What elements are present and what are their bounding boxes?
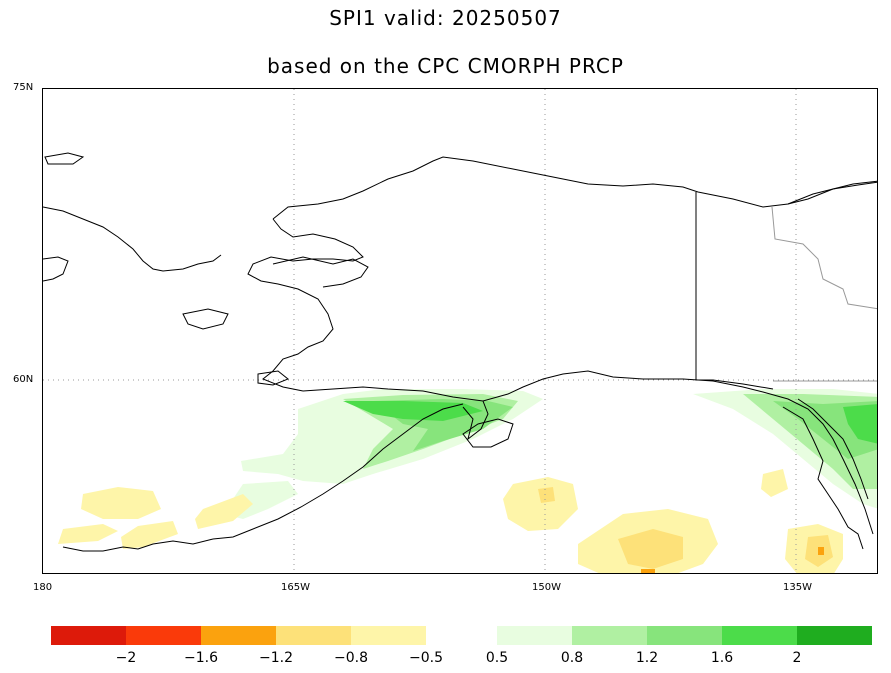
colorbar-wet-label-4: 2	[792, 650, 802, 666]
spi-wet-max-area-kenai	[343, 401, 483, 421]
colorbar-wet-label-0: 0.5	[485, 650, 509, 666]
chukotka-coast-2	[43, 256, 69, 282]
alaska-north-coast	[272, 156, 877, 220]
colorbar-dry-swatch-3	[276, 626, 351, 645]
southeast-islands	[782, 406, 864, 550]
political-borders	[695, 192, 877, 390]
spi-dry-area-aleutian-west	[58, 524, 118, 544]
southeast-islands-2	[797, 398, 869, 500]
coastlines	[43, 152, 877, 552]
alaska-south-coast	[302, 370, 874, 535]
spi-dry-area-aleutian-east	[195, 494, 253, 529]
map-panel	[42, 88, 878, 574]
map-title: SPI1 valid: 20250507	[329, 6, 562, 30]
gridlines	[43, 89, 877, 573]
colorbar-wet-label-1: 0.8	[560, 650, 584, 666]
colorbar-dry-label-2: −1.2	[259, 650, 293, 666]
colorbar-wet-swatch-1	[572, 626, 647, 645]
alaska-interior-west	[272, 256, 369, 288]
lat-label-60n: 60N	[13, 374, 34, 385]
lon-label-180: 180	[33, 582, 53, 593]
colorbar-dry-swatch-2	[201, 626, 276, 645]
spi-wet-max-area-panhandle	[843, 404, 877, 444]
colorbar-wet-label-2: 1.2	[635, 650, 659, 666]
spi-dry-area-gulf-north	[503, 477, 578, 531]
colorbar-wet-swatch-2	[647, 626, 722, 645]
aleutian-islands	[62, 538, 214, 552]
lon-label-135w: 135W	[783, 582, 812, 593]
spi-dry-area-west	[81, 487, 161, 519]
kenai-coast	[462, 400, 489, 441]
canada-arctic-coast	[787, 180, 877, 205]
st-lawrence-island	[182, 308, 229, 330]
colorbar-wet-swatch-0	[497, 626, 572, 645]
wrangel-island	[44, 152, 85, 165]
spi-shading-layer	[58, 389, 877, 573]
lon-label-150w: 150W	[532, 582, 561, 593]
colorbar-dry-swatch-4	[351, 626, 426, 645]
colorbar-dry-label-3: −0.8	[334, 650, 368, 666]
colorbar-wet-swatch-4	[797, 626, 872, 645]
map-subtitle: based on the CPC CMORPH PRCP	[267, 54, 624, 78]
lat-label-75n: 75N	[13, 82, 34, 93]
colorbar-wet-label-3: 1.6	[710, 650, 734, 666]
lon-label-165w: 165W	[281, 582, 310, 593]
colorbar-dry-label-1: −1.6	[184, 650, 218, 666]
alaska-west-coast	[247, 218, 364, 392]
colorbar-dry-label-4: −0.5	[409, 650, 443, 666]
alaska-canada-border	[695, 192, 774, 390]
colorbar-dry-swatch-0	[51, 626, 126, 645]
spi-dry-mid-area-gulf-north	[538, 487, 555, 503]
spi-dry-strong-spot-southeast	[818, 547, 824, 555]
spi-dry-mid-area-gulf	[618, 529, 683, 569]
colorbar-dry-swatch-1	[126, 626, 201, 645]
siberia-coast	[43, 206, 222, 272]
canada-territory-border	[771, 206, 877, 310]
map-canvas	[43, 89, 877, 573]
spi-dry-area-aleutian-mid	[121, 521, 178, 549]
alaska-peninsula-coast	[212, 403, 464, 540]
spi-dry-area-bc-coast	[761, 469, 788, 497]
colorbar-wet-swatch-3	[722, 626, 797, 645]
colorbar-dry-label-0: −2	[115, 650, 137, 666]
spi-dry-strong-spot-gulf	[641, 569, 655, 573]
kodiak-island	[462, 418, 514, 448]
nunivak-island	[257, 370, 289, 386]
